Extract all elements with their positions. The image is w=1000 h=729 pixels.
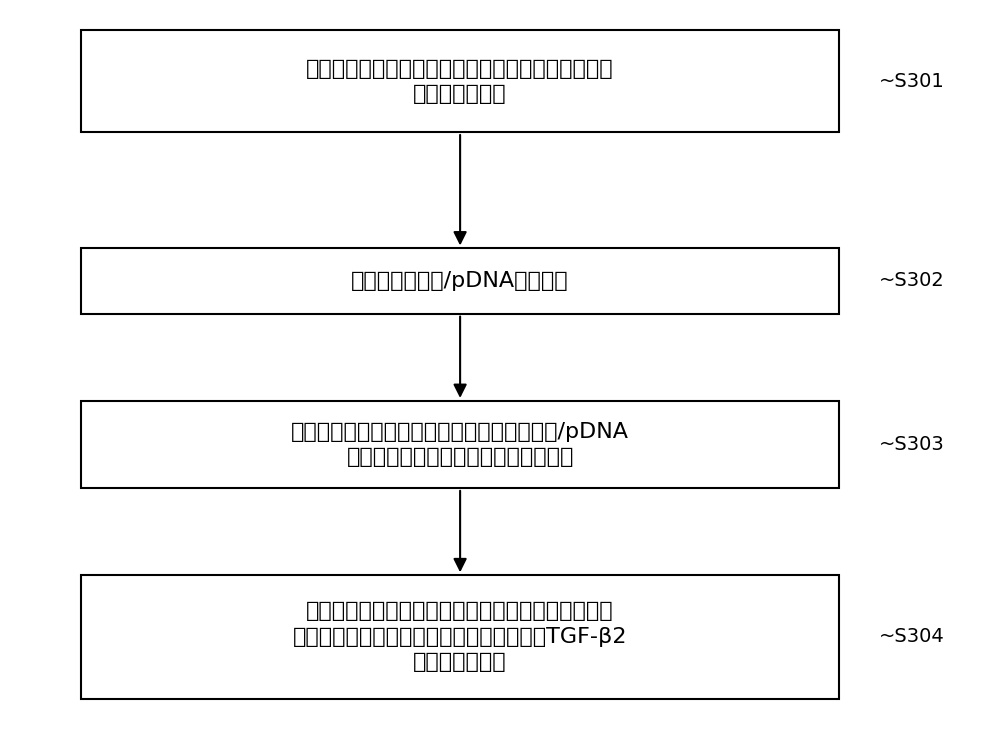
Text: ~S302: ~S302 (879, 271, 945, 290)
FancyBboxPatch shape (81, 401, 839, 488)
Text: 配制三聚磷酸钠/pDNA混合溶液: 配制三聚磷酸钠/pDNA混合溶液 (351, 271, 569, 291)
Text: ~S303: ~S303 (879, 435, 945, 454)
Text: ~S304: ~S304 (879, 628, 945, 647)
Text: 糖纳米质粒溶液: 糖纳米质粒溶液 (413, 84, 507, 104)
Text: ~S301: ~S301 (879, 71, 945, 91)
FancyBboxPatch shape (81, 249, 839, 313)
Text: 对搅拌之后的混合溶液进行离心分离，并清洗分离出: 对搅拌之后的混合溶液进行离心分离，并清洗分离出 (306, 601, 614, 621)
Text: 对乳酸化壳聚糖纳米质粒进行溶解，得到乳酸化壳聚: 对乳酸化壳聚糖纳米质粒进行溶解，得到乳酸化壳聚 (306, 58, 614, 79)
Text: 受体核酸适配体: 受体核酸适配体 (413, 652, 507, 672)
FancyBboxPatch shape (81, 31, 839, 132)
FancyBboxPatch shape (81, 575, 839, 698)
Text: 混合溶液，并在室温下持续搅拌数小时: 混合溶液，并在室温下持续搅拌数小时 (346, 447, 574, 467)
Text: 的产物，即得乳酸化壳聚糖纳米质粒包覆的TGF-β2: 的产物，即得乳酸化壳聚糖纳米质粒包覆的TGF-β2 (293, 627, 627, 647)
Text: 对乳酸化壳聚糖纳米质粒溶液滴加三聚磷酸钠/pDNA: 对乳酸化壳聚糖纳米质粒溶液滴加三聚磷酸钠/pDNA (291, 421, 629, 442)
